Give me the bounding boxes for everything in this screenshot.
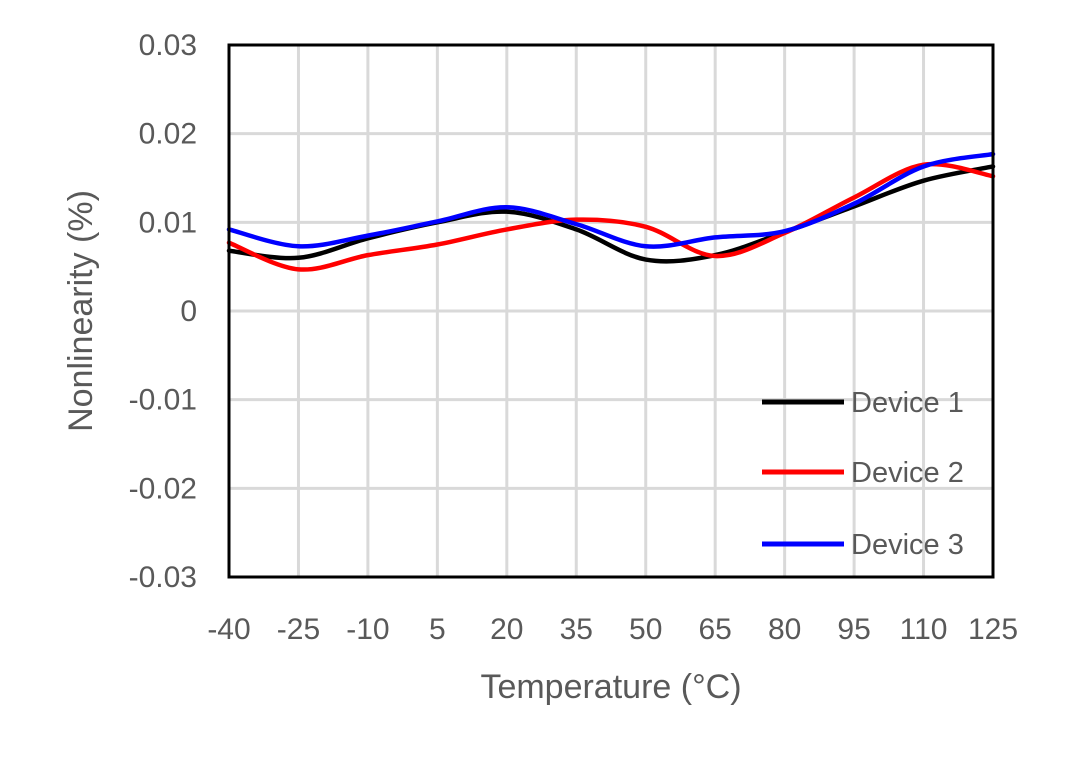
x-tick-label: -10	[346, 613, 389, 646]
x-tick-label: 35	[560, 613, 593, 646]
legend-label: Device 1	[851, 387, 964, 419]
y-tick-label: 0	[180, 295, 197, 328]
series-line-device-2	[226, 161, 996, 272]
legend: Device 1 Device 2 Device 3	[762, 387, 964, 561]
x-tick-label: 125	[968, 613, 1018, 646]
gridlines	[227, 43, 995, 579]
y-axis-tick-labels: 0.03 0.02 0.01 0 -0.01 -0.02 -0.03	[129, 29, 197, 594]
y-tick-label: -0.02	[129, 472, 197, 505]
series-line-device-3	[226, 151, 996, 249]
y-tick-label: 0.02	[139, 118, 197, 151]
y-tick-label: -0.01	[129, 384, 197, 417]
x-tick-label: 50	[629, 613, 662, 646]
x-tick-label: 80	[768, 613, 801, 646]
x-axis-title: Temperature (°C)	[480, 668, 741, 706]
x-tick-label: 110	[900, 613, 948, 646]
x-tick-label: -40	[207, 613, 250, 646]
y-axis-title: Nonlinearity (%)	[62, 190, 100, 432]
x-tick-label: 65	[698, 613, 731, 646]
x-tick-label: 20	[490, 613, 523, 646]
series-line-device-1	[226, 164, 996, 264]
series-lines	[226, 151, 996, 272]
legend-label: Device 3	[851, 529, 964, 561]
legend-label: Device 2	[851, 457, 964, 489]
plot-area-border	[227, 43, 995, 579]
x-tick-label: 95	[837, 613, 870, 646]
x-axis-tick-labels: -40 -25 -10 5 20 35 50 65 80 95 110 125	[207, 613, 1018, 646]
y-tick-label: 0.01	[139, 206, 197, 239]
y-tick-label: -0.03	[129, 561, 197, 594]
y-tick-label: 0.03	[139, 29, 197, 62]
x-tick-label: -25	[277, 613, 320, 646]
x-tick-label: 5	[429, 613, 446, 646]
